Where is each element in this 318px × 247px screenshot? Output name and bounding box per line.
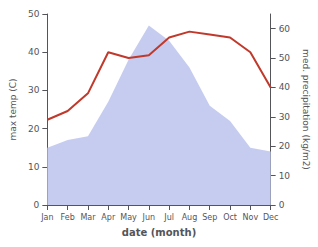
svg-text:date (month): date (month) [122,227,196,238]
svg-text:20: 20 [279,141,291,151]
svg-text:Aug: Aug [182,213,198,222]
svg-text:0: 0 [34,200,40,210]
svg-text:Jan: Jan [40,213,53,222]
svg-text:20: 20 [28,124,40,134]
svg-text:40: 40 [279,82,291,92]
svg-text:max temp (C): max temp (C) [8,78,18,140]
svg-text:10: 10 [28,162,40,172]
svg-text:30: 30 [28,85,40,95]
svg-text:Jun: Jun [142,213,156,222]
svg-text:40: 40 [28,47,40,57]
svg-text:Dec: Dec [263,213,278,222]
svg-text:50: 50 [279,53,291,63]
svg-text:Feb: Feb [61,213,75,222]
svg-text:Oct: Oct [223,213,237,222]
svg-text:Apr: Apr [101,213,116,222]
svg-text:60: 60 [279,24,291,34]
svg-text:Sep: Sep [202,213,217,222]
svg-text:0: 0 [279,200,285,210]
svg-text:May: May [120,213,137,222]
svg-text:Nov: Nov [243,213,259,222]
svg-text:med. precipitation (kg/m2): med. precipitation (kg/m2) [301,49,311,170]
svg-text:10: 10 [279,171,291,181]
svg-text:50: 50 [28,9,40,19]
svg-text:30: 30 [279,112,291,122]
svg-text:Jul: Jul [163,213,174,222]
svg-text:Mar: Mar [80,213,96,222]
